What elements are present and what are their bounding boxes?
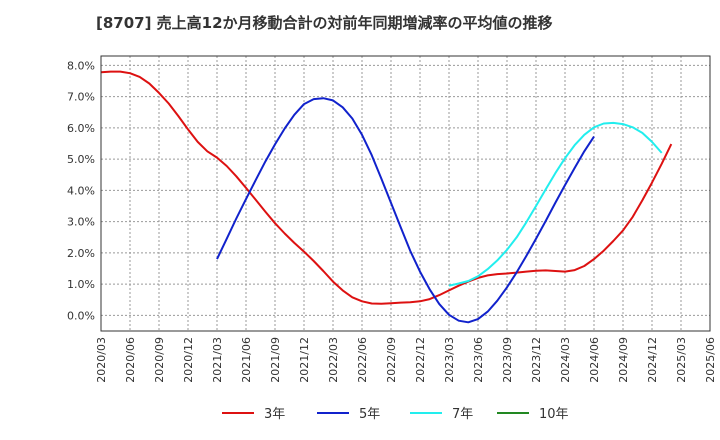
y-tick-label: 2.0% xyxy=(67,247,95,260)
grid-lines xyxy=(101,56,710,331)
x-tick-label: 2023/12 xyxy=(530,337,543,383)
series-lines xyxy=(100,70,673,324)
x-tick-label: 2020/03 xyxy=(95,337,108,383)
legend-label: 7年 xyxy=(452,407,473,422)
chart-title: [8707] 売上高12か月移動合計の対前年同期増減率の平均値の推移 xyxy=(96,14,553,32)
legend-label: 3年 xyxy=(264,407,285,422)
legend-label: 10年 xyxy=(539,407,569,422)
x-tick-label: 2024/12 xyxy=(646,337,659,383)
x-tick-label: 2021/09 xyxy=(269,337,282,383)
plot-border xyxy=(100,55,711,332)
x-tick-label: 2023/03 xyxy=(443,337,456,383)
x-tick-label: 2020/06 xyxy=(124,337,137,383)
x-tick-label: 2025/06 xyxy=(704,337,717,383)
x-tick-label: 2022/03 xyxy=(327,337,340,383)
x-tick-label: 2024/09 xyxy=(617,337,630,383)
series-line-7年 xyxy=(448,121,663,287)
y-tick-label: 5.0% xyxy=(67,153,95,166)
y-axis-ticks: 0.0% 1.0% 2.0% 3.0% 4.0% 5.0% 6.0% 7.0% 8.0% xyxy=(67,59,95,322)
x-tick-label: 2021/06 xyxy=(240,337,253,383)
series-line-5年 xyxy=(216,97,595,324)
plot-background xyxy=(101,56,710,331)
y-tick-label: 8.0% xyxy=(67,59,95,72)
y-tick-label: 1.0% xyxy=(67,278,95,291)
y-tick-label: 7.0% xyxy=(67,91,95,104)
y-tick-label: 3.0% xyxy=(67,216,95,229)
x-tick-label: 2021/12 xyxy=(298,337,311,383)
x-tick-label: 2020/09 xyxy=(153,337,166,383)
x-tick-label: 2022/06 xyxy=(356,337,369,383)
y-tick-label: 4.0% xyxy=(67,184,95,197)
x-tick-label: 2023/06 xyxy=(472,337,485,383)
x-tick-label: 2023/09 xyxy=(501,337,514,383)
x-tick-label: 2020/12 xyxy=(182,337,195,383)
x-tick-label: 2022/09 xyxy=(385,337,398,383)
y-tick-label: 6.0% xyxy=(67,122,95,135)
x-tick-label: 2021/03 xyxy=(211,337,224,383)
x-tick-label: 2024/03 xyxy=(559,337,572,383)
x-tick-label: 2022/12 xyxy=(414,337,427,383)
y-tick-label: 0.0% xyxy=(67,309,95,322)
legend-label: 5年 xyxy=(359,407,380,422)
x-axis-ticks: 2020/03 2020/06 2020/09 2020/12 2021/03 2021/… xyxy=(95,337,717,383)
x-tick-label: 2024/06 xyxy=(588,337,601,383)
x-tick-label: 2025/03 xyxy=(675,337,688,383)
legend: 3年 5年 7年 10年 xyxy=(222,407,569,422)
series-line-3年 xyxy=(100,70,673,305)
